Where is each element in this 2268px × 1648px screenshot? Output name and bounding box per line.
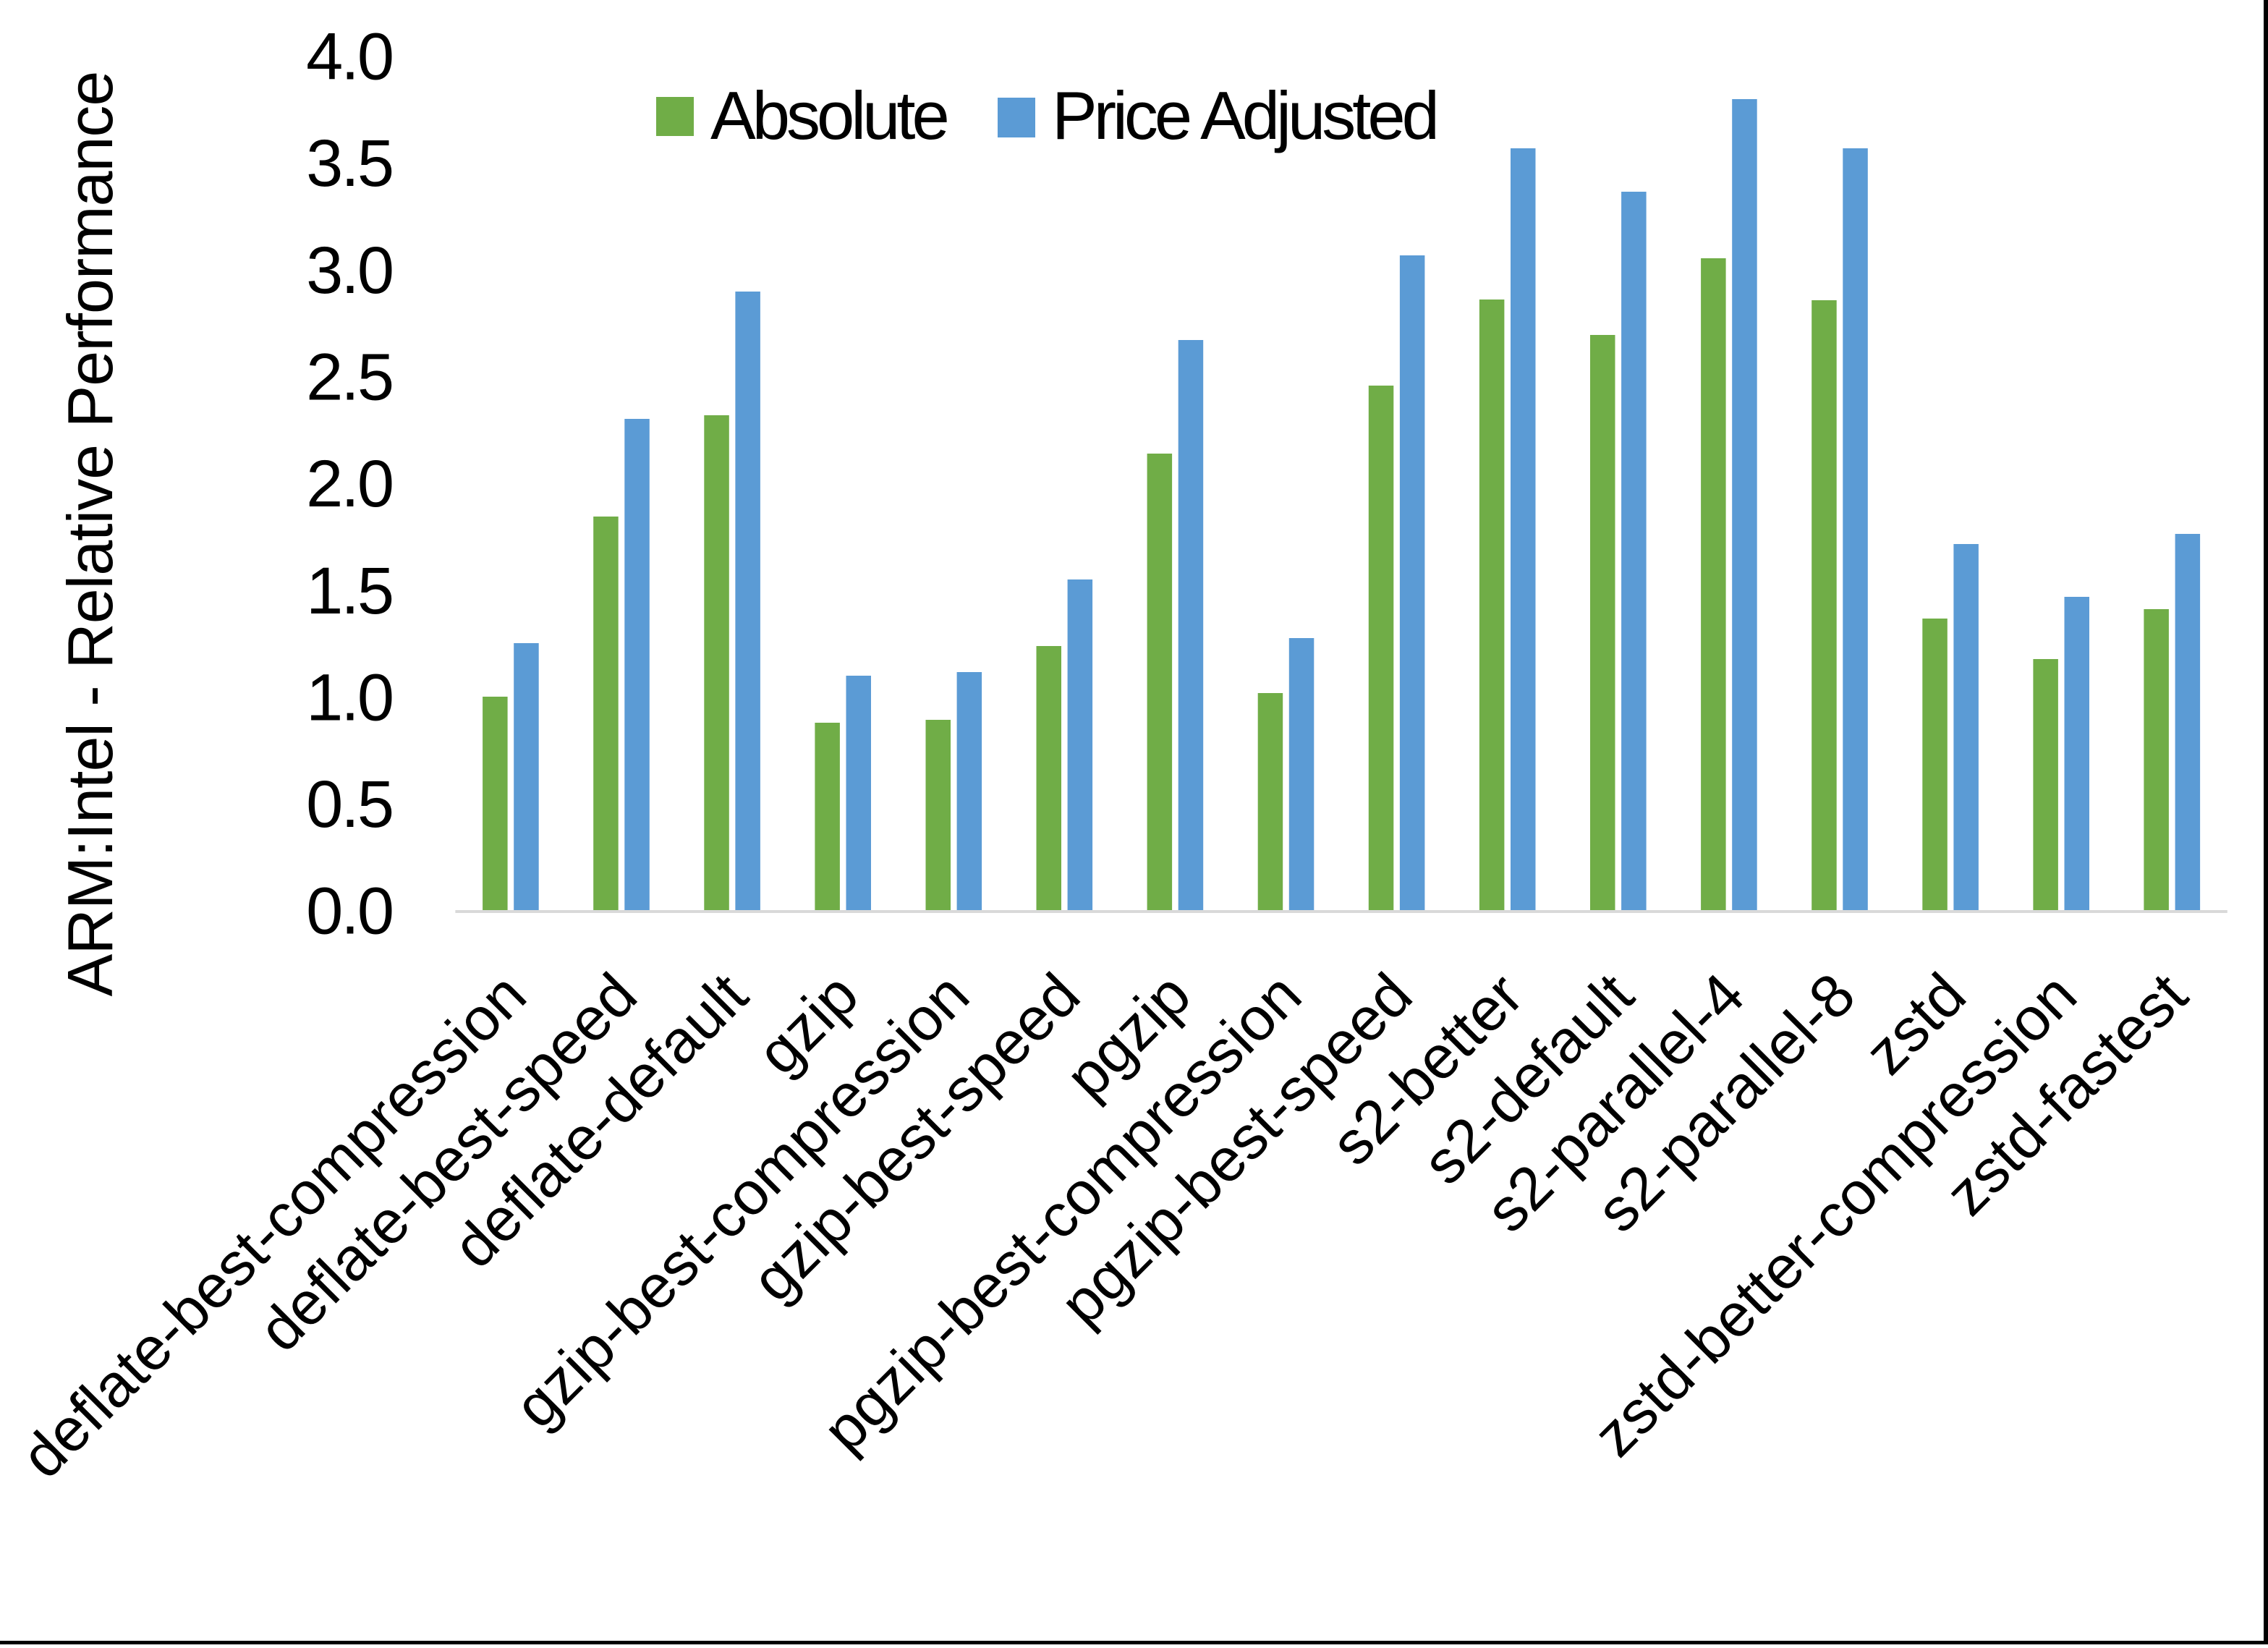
svg-text:3.0: 3.0 (306, 234, 392, 307)
svg-text:0.5: 0.5 (306, 768, 392, 841)
svg-text:1.5: 1.5 (306, 554, 392, 628)
svg-text:4.0: 4.0 (306, 20, 392, 94)
svg-text:2.0: 2.0 (306, 447, 392, 521)
svg-text:Price Adjusted: Price Adjusted (1052, 77, 1436, 153)
svg-text:1.0: 1.0 (306, 661, 392, 734)
svg-text:0.0: 0.0 (306, 875, 392, 948)
svg-text:3.5: 3.5 (306, 127, 392, 200)
svg-text:Absolute: Absolute (710, 77, 948, 153)
svg-text:ARM:Intel - Relative Performan: ARM:Intel - Relative Performance (54, 72, 126, 997)
svg-text:2.5: 2.5 (306, 341, 392, 415)
